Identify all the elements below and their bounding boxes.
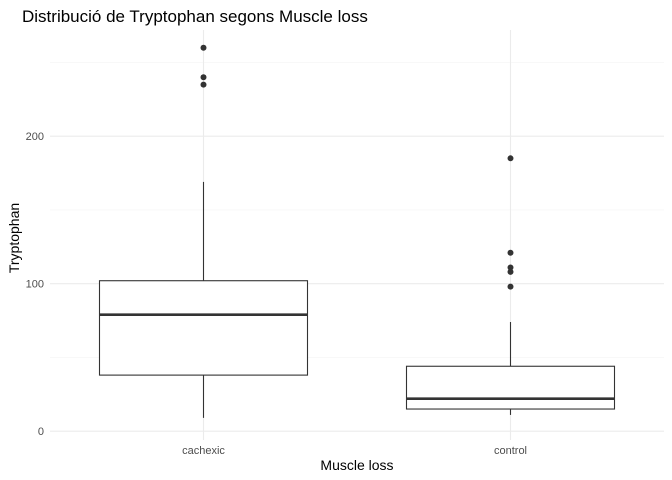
outlier-point: [507, 264, 514, 271]
box-group-control: [405, 155, 616, 415]
y-axis-title: Tryptophan: [6, 203, 22, 273]
x-tick-label: cachexic: [182, 445, 225, 457]
outlier-point: [200, 44, 207, 51]
box-iqr: [405, 365, 616, 410]
box-layer: [98, 44, 616, 418]
y-axis-ticks: 0 100 200: [26, 131, 44, 438]
chart-title: Distribució de Tryptophan segons Muscle …: [22, 7, 368, 26]
y-tick-label: 100: [26, 279, 44, 291]
x-tick-label: control: [494, 445, 527, 457]
box-iqr: [98, 280, 309, 376]
outlier-point: [507, 249, 514, 256]
outlier-point: [507, 283, 514, 290]
outlier-point: [200, 81, 207, 88]
x-axis-title: Muscle loss: [320, 457, 393, 473]
outlier-point: [200, 74, 207, 81]
x-axis-ticks: cachexic control: [182, 445, 527, 457]
y-tick-label: 0: [38, 426, 44, 438]
box-group-cachexic: [98, 44, 309, 418]
y-tick-label: 200: [26, 131, 44, 143]
outlier-point: [507, 268, 514, 275]
outlier-point: [507, 155, 514, 162]
